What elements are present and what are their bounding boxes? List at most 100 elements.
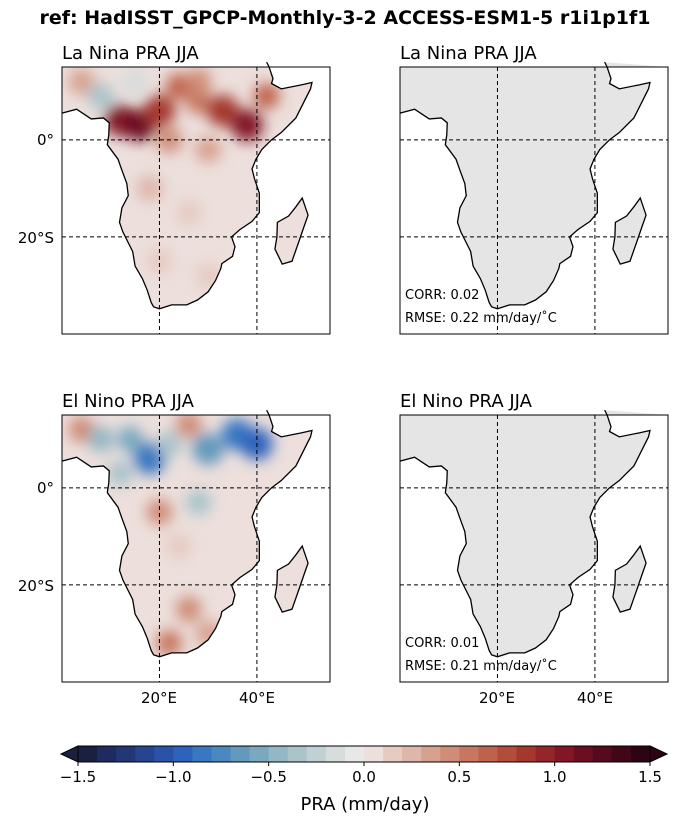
field-cell-14 [156, 630, 183, 657]
map-panel-model-elnino [399, 409, 669, 683]
coastline-africa [61, 61, 313, 310]
colorbar: −1.5 −1.0 −0.5 0.0 0.5 1.0 1.5 [60, 745, 669, 786]
panel-title-ref-elnino: El Nino PRA JJA [62, 391, 195, 412]
colorbar-segment-1 [97, 746, 117, 762]
coastline-africa [399, 409, 651, 658]
field-cell-3 [133, 442, 166, 475]
panel-frame [399, 414, 669, 683]
panel-title-model-elnino: El Nino PRA JJA [400, 391, 533, 412]
colorbar-segment-5 [173, 746, 193, 762]
colorbar-extend-max [649, 745, 669, 763]
panel-frame [61, 66, 331, 335]
colorbar-tick-label: 0.5 [447, 768, 471, 786]
field-cell-11 [185, 489, 212, 516]
madagascar-fill-ref-lanina [274, 198, 309, 265]
field-cell-4 [156, 431, 183, 458]
colorbar-label: PRA (mm/day) [301, 794, 430, 815]
colorbar-segment-16 [383, 746, 403, 762]
rmse-text-elnino: RMSE: 0.21 mm/day/˚C [405, 658, 557, 674]
field-cell-14 [146, 248, 173, 275]
map-panel-ref-elnino [61, 409, 331, 683]
ytick-0-bottom: 0° [37, 479, 54, 497]
ytick-20s-top: 20°S [18, 229, 54, 247]
colorbar-segment-2 [116, 746, 136, 762]
anomaly-field-ref-elnino [62, 411, 330, 657]
rmse-text-lanina: RMSE: 0.22 mm/day/˚C [405, 310, 557, 326]
colorbar-segment-7 [211, 746, 231, 762]
field-cell-5 [165, 73, 192, 100]
colorbar-segment-19 [440, 746, 460, 762]
panel-frame [399, 66, 669, 335]
colorbar-segment-23 [516, 746, 536, 762]
madagascar-fill-model-elnino [612, 546, 647, 613]
colorbar-segment-18 [421, 746, 441, 762]
field-cell-8 [175, 411, 202, 438]
coastline-madagascar [274, 196, 309, 265]
colorbar-segment-21 [478, 746, 498, 762]
colorbar-segment-9 [249, 746, 270, 762]
field-cell-7 [206, 94, 239, 127]
colorbar-segment-6 [192, 746, 212, 762]
ytick-20s-bottom: 20°S [18, 577, 54, 595]
coastline-madagascar [612, 196, 647, 265]
field-cell-11 [195, 136, 222, 163]
xtick-40e-right: 40°E [577, 689, 613, 707]
colorbar-segment-20 [459, 746, 479, 762]
land-fill-model-elnino [400, 410, 668, 657]
colorbar-segment-10 [268, 746, 289, 762]
colorbar-segment-11 [287, 746, 308, 762]
colorbar-tick-label: 0.0 [352, 768, 376, 786]
field-cell-0 [68, 68, 95, 95]
ytick-0-top: 0° [37, 131, 54, 149]
colorbar-segment-13 [325, 746, 346, 762]
madagascar-fill-model-lanina [612, 198, 647, 265]
field-cell-6 [185, 87, 212, 114]
colorbar-tick-label: 1.5 [638, 768, 662, 786]
colorbar-segment-14 [344, 746, 365, 762]
field-cell-12 [136, 175, 163, 202]
coastline-madagascar [612, 544, 647, 613]
corr-text-elnino: CORR: 0.01 [405, 636, 479, 651]
field-cell-13 [175, 199, 202, 226]
colorbar-segment-3 [135, 746, 155, 762]
land-fill-model-lanina [400, 62, 668, 309]
corr-text-lanina: CORR: 0.02 [405, 288, 479, 303]
field-cell-0 [68, 416, 95, 443]
colorbar-segment-26 [573, 746, 594, 762]
field-cell-9 [253, 83, 280, 110]
panel-frame [61, 414, 331, 683]
coastline-madagascar [274, 544, 309, 613]
field-cell-13 [175, 596, 202, 623]
coastline-africa [399, 61, 651, 310]
colorbar-tick-label: −1.0 [155, 768, 191, 786]
colorbar-segment-24 [535, 746, 556, 762]
colorbar-segment-4 [154, 746, 174, 762]
colorbar-segment-17 [402, 746, 422, 762]
colorbar-segment-15 [364, 746, 384, 762]
field-cell-1 [87, 426, 114, 453]
figure-title: ref: HadISST_GPCP-Monthly-3-2 ACCESS-ESM… [40, 7, 651, 29]
map-panel-ref-lanina [61, 61, 331, 335]
colorbar-tick-label: −0.5 [250, 768, 286, 786]
madagascar-fill-ref-elnino [274, 546, 309, 613]
colorbar-segment-25 [554, 746, 575, 762]
field-cell-12 [165, 533, 192, 560]
coastline-africa [61, 409, 313, 658]
colorbar-segment-29 [630, 746, 651, 762]
field-cell-1 [87, 83, 114, 110]
field-cell-5 [192, 432, 225, 465]
colorbar-segment-0 [78, 746, 98, 762]
xtick-20e-right: 20°E [479, 689, 515, 707]
field-cell-9 [107, 460, 134, 487]
colorbar-segment-28 [611, 746, 632, 762]
colorbar-segment-22 [497, 746, 517, 762]
map-panel-model-lanina [399, 61, 669, 335]
field-cell-17 [185, 68, 212, 95]
anomaly-field-ref-lanina [62, 67, 330, 309]
colorbar-tick-label: 1.0 [543, 768, 567, 786]
colorbar-segment-27 [592, 746, 613, 762]
colorbar-segment-12 [306, 746, 327, 762]
panel-title-ref-lanina: La Nina PRA JJA [62, 43, 199, 64]
colorbar-segment-8 [230, 746, 250, 762]
